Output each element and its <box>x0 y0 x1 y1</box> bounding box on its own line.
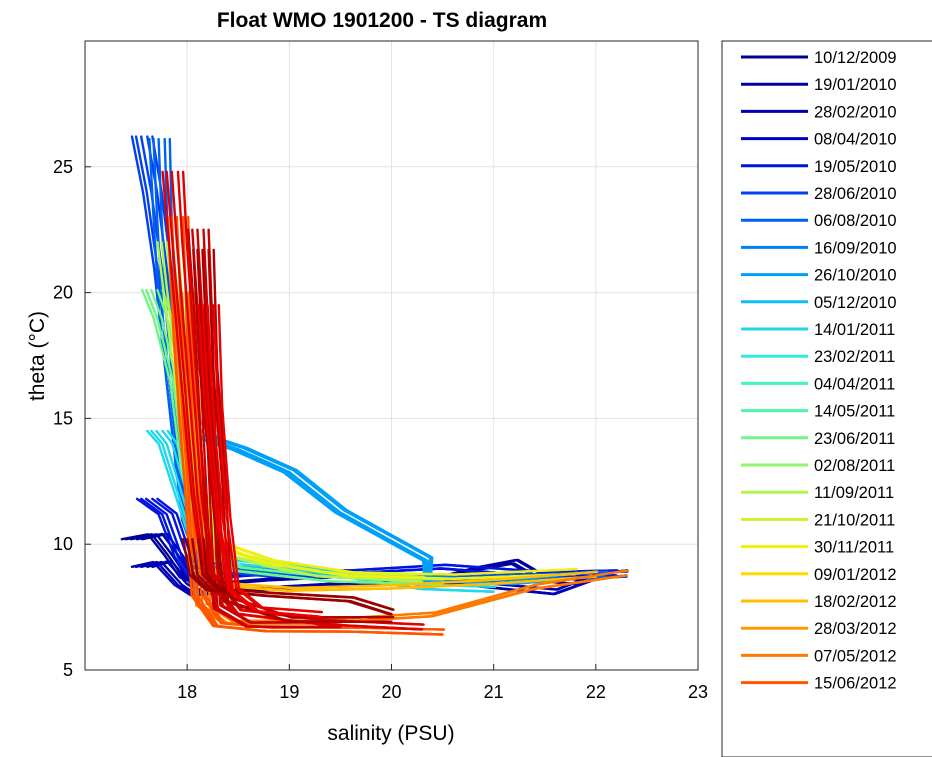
legend-label: 04/04/2011 <box>814 375 895 393</box>
legend-label: 30/11/2011 <box>814 539 894 557</box>
x-tick-label: 20 <box>381 682 401 702</box>
legend-label: 18/02/2012 <box>814 593 897 611</box>
y-tick-label: 10 <box>53 534 73 554</box>
y-axis-label: theta (°C) <box>26 311 49 401</box>
legend-label: 28/02/2010 <box>814 103 897 121</box>
y-axis-ticks: 5 10 15 20 25 <box>53 157 91 680</box>
legend-label: 28/03/2012 <box>814 620 897 638</box>
legend-label: 08/04/2010 <box>814 131 897 149</box>
legend-label: 23/06/2011 <box>814 430 895 448</box>
legend-label: 14/05/2011 <box>814 403 895 421</box>
legend-label: 15/06/2012 <box>814 675 897 693</box>
legend-label: 26/10/2010 <box>814 267 897 285</box>
legend-label: 28/06/2010 <box>814 185 897 203</box>
ts-profile-line <box>186 228 341 629</box>
y-tick-label: 25 <box>53 157 73 177</box>
legend-label: 07/05/2012 <box>814 647 897 665</box>
ts-profile-line <box>151 560 599 595</box>
x-tick-label: 21 <box>484 682 504 702</box>
profiles <box>120 135 629 636</box>
ts-profile-line <box>217 304 324 614</box>
legend-box <box>721 40 932 757</box>
ts-profile-line <box>192 248 392 623</box>
ts-profile-line <box>197 379 599 590</box>
legend-label: 11/09/2011 <box>814 484 894 502</box>
ts-profile-line <box>168 137 609 579</box>
ts-profile-line <box>202 538 395 611</box>
x-axis-label: salinity (PSU) <box>327 722 454 745</box>
ts-profile-line <box>202 417 599 581</box>
legend-label: 19/05/2010 <box>814 158 897 176</box>
legend-label: 21/10/2011 <box>814 511 895 529</box>
chart-title: Float WMO 1901200 - TS diagram <box>217 9 547 32</box>
x-tick-label: 22 <box>586 682 606 702</box>
ts-profile-line <box>197 304 320 618</box>
x-tick-label: 18 <box>177 682 197 702</box>
legend-label: 16/09/2010 <box>814 239 897 257</box>
legend-label: 19/01/2010 <box>814 76 897 94</box>
legend-label: 06/08/2010 <box>814 212 897 230</box>
y-tick-label: 5 <box>63 660 73 680</box>
legend-label: 10/12/2009 <box>814 49 897 67</box>
legend-label: 05/12/2010 <box>814 294 897 312</box>
legend-label: 23/02/2011 <box>814 348 895 366</box>
legend: 10/12/2009 19/01/2010 28/02/2010 08/04/2010… <box>721 40 932 757</box>
y-tick-label: 20 <box>53 283 73 303</box>
x-tick-label: 23 <box>688 682 708 702</box>
ts-profile-line <box>175 329 576 580</box>
ts-profile-line <box>166 215 443 636</box>
legend-label: 09/01/2012 <box>814 566 897 584</box>
legend-label: 02/08/2011 <box>814 457 895 475</box>
x-axis-ticks: 18 19 20 21 22 23 <box>177 664 708 702</box>
legend-label: 14/01/2011 <box>814 321 895 339</box>
x-tick-label: 19 <box>279 682 299 702</box>
y-tick-label: 15 <box>53 408 73 428</box>
ts-profile-line <box>176 379 596 592</box>
